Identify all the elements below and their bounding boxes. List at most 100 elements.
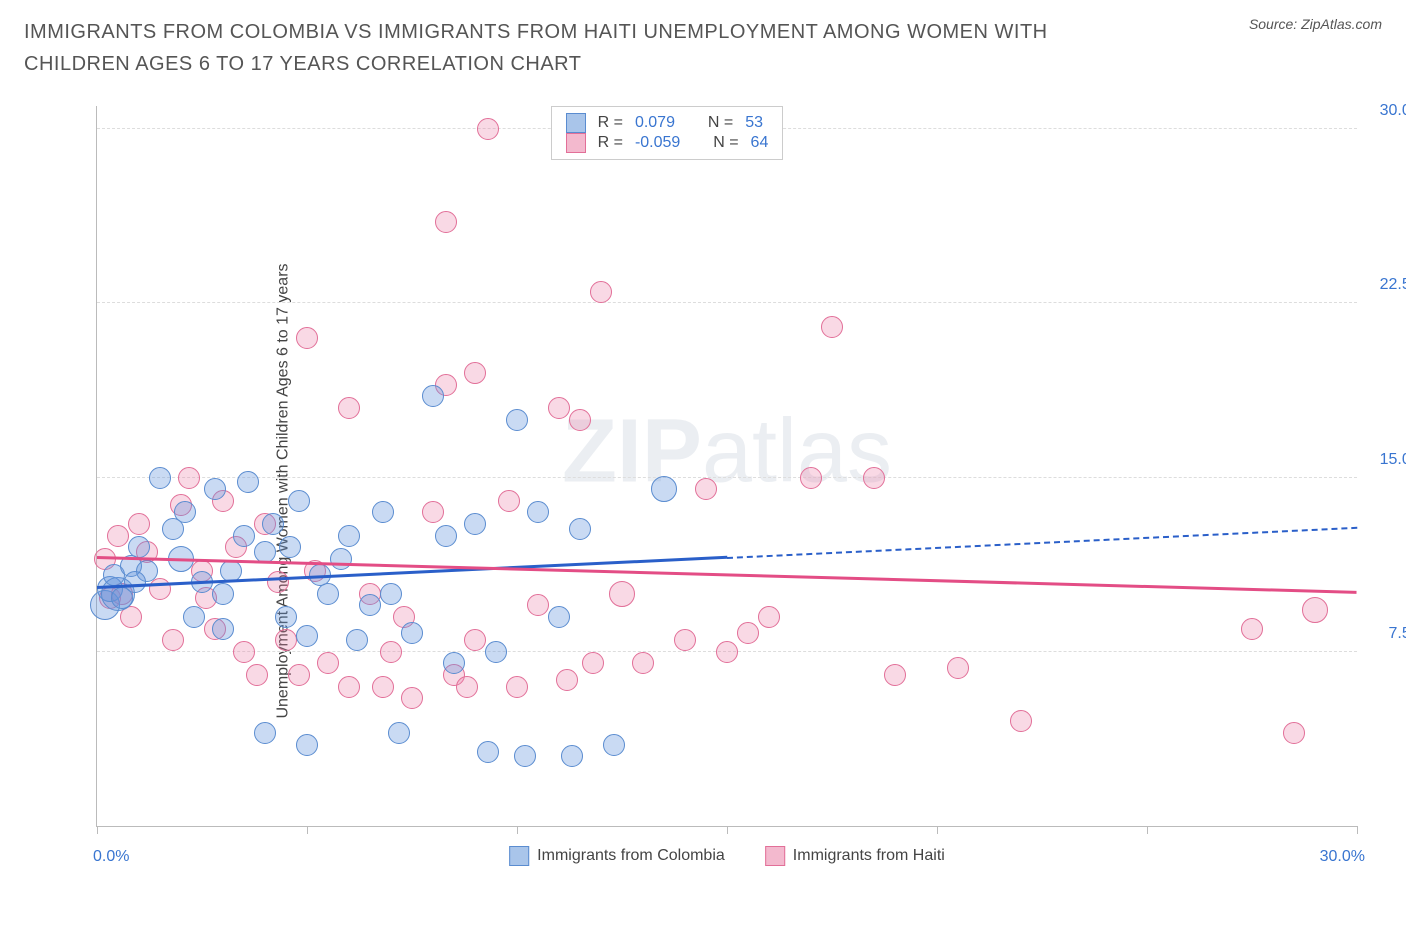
legend-n-label: N =: [708, 114, 733, 132]
scatter-point: [464, 513, 486, 535]
scatter-point: [372, 676, 394, 698]
scatter-point: [464, 629, 486, 651]
x-tick: [1357, 826, 1358, 834]
scatter-point: [632, 652, 654, 674]
scatter-point: [149, 467, 171, 489]
plot-area: ZIPatlas R = 0.079 N = 53 R = -0.059 N =…: [96, 106, 1357, 827]
x-axis-max-label: 30.0%: [1320, 848, 1365, 866]
legend-r-label: R =: [598, 134, 623, 152]
scatter-point: [380, 583, 402, 605]
scatter-point: [422, 385, 444, 407]
scatter-point: [527, 501, 549, 523]
scatter-point: [569, 518, 591, 540]
scatter-point: [1241, 618, 1263, 640]
scatter-point: [548, 397, 570, 419]
scatter-point: [947, 657, 969, 679]
scatter-point: [330, 548, 352, 570]
gridline: [97, 302, 1357, 303]
scatter-point: [149, 578, 171, 600]
scatter-point: [288, 664, 310, 686]
legend-n-value-colombia: 53: [745, 114, 763, 132]
x-axis-min-label: 0.0%: [93, 848, 129, 866]
scatter-point: [233, 641, 255, 663]
scatter-point: [477, 118, 499, 140]
x-tick: [307, 826, 308, 834]
chart-title: IMMIGRANTS FROM COLOMBIA VS IMMIGRANTS F…: [24, 16, 1124, 80]
scatter-point: [561, 745, 583, 767]
legend-n-label: N =: [713, 134, 738, 152]
scatter-point: [569, 409, 591, 431]
scatter-point: [548, 606, 570, 628]
scatter-point: [422, 501, 444, 523]
watermark-light: atlas: [702, 401, 892, 501]
scatter-point: [128, 513, 150, 535]
swatch-haiti-icon: [566, 133, 586, 153]
scatter-point: [128, 536, 150, 558]
trend-line: [727, 527, 1357, 559]
x-tick: [1147, 826, 1148, 834]
chart-header: IMMIGRANTS FROM COLOMBIA VS IMMIGRANTS F…: [0, 0, 1406, 88]
scatter-point: [346, 629, 368, 651]
scatter-point: [296, 734, 318, 756]
series-legend: Immigrants from Colombia Immigrants from…: [509, 846, 945, 866]
y-tick-label: 22.5%: [1380, 276, 1406, 294]
scatter-point: [758, 606, 780, 628]
scatter-point: [254, 722, 276, 744]
x-tick: [727, 826, 728, 834]
legend-r-value-haiti: -0.059: [635, 134, 680, 152]
scatter-point: [124, 571, 146, 593]
source-label: Source: ZipAtlas.com: [1249, 16, 1382, 32]
scatter-point: [288, 490, 310, 512]
scatter-point: [821, 316, 843, 338]
scatter-point: [716, 641, 738, 663]
swatch-colombia-icon: [509, 846, 529, 866]
scatter-point: [800, 467, 822, 489]
scatter-point: [590, 281, 612, 303]
scatter-point: [162, 629, 184, 651]
scatter-point: [237, 471, 259, 493]
legend-row-colombia: R = 0.079 N = 53: [566, 113, 769, 133]
x-tick: [97, 826, 98, 834]
scatter-point: [435, 211, 457, 233]
scatter-point: [443, 652, 465, 674]
x-tick: [517, 826, 518, 834]
scatter-point: [527, 594, 549, 616]
scatter-point: [401, 687, 423, 709]
legend-r-label: R =: [598, 114, 623, 132]
scatter-point: [275, 606, 297, 628]
scatter-point: [556, 669, 578, 691]
scatter-point: [338, 397, 360, 419]
scatter-point: [338, 525, 360, 547]
scatter-point: [275, 629, 297, 651]
correlation-legend: R = 0.079 N = 53 R = -0.059 N = 64: [551, 106, 784, 160]
scatter-point: [401, 622, 423, 644]
scatter-point: [380, 641, 402, 663]
scatter-point: [603, 734, 625, 756]
scatter-point: [178, 467, 200, 489]
scatter-point: [246, 664, 268, 686]
scatter-point: [372, 501, 394, 523]
scatter-point: [1302, 597, 1328, 623]
scatter-point: [506, 409, 528, 431]
scatter-point: [485, 641, 507, 663]
legend-r-value-colombia: 0.079: [635, 114, 675, 132]
scatter-point: [162, 518, 184, 540]
legend-label-haiti: Immigrants from Haiti: [793, 847, 945, 865]
scatter-point: [212, 618, 234, 640]
scatter-point: [863, 467, 885, 489]
scatter-point: [212, 583, 234, 605]
scatter-point: [884, 664, 906, 686]
y-tick-label: 15.0%: [1380, 451, 1406, 469]
legend-label-colombia: Immigrants from Colombia: [537, 847, 725, 865]
scatter-point: [359, 594, 381, 616]
watermark: ZIPatlas: [562, 400, 892, 503]
scatter-point: [388, 722, 410, 744]
scatter-point: [107, 525, 129, 547]
scatter-point: [338, 676, 360, 698]
scatter-point: [514, 745, 536, 767]
scatter-point: [267, 571, 289, 593]
scatter-point: [477, 741, 499, 763]
scatter-point: [279, 536, 301, 558]
scatter-point: [456, 676, 478, 698]
scatter-point: [233, 525, 255, 547]
